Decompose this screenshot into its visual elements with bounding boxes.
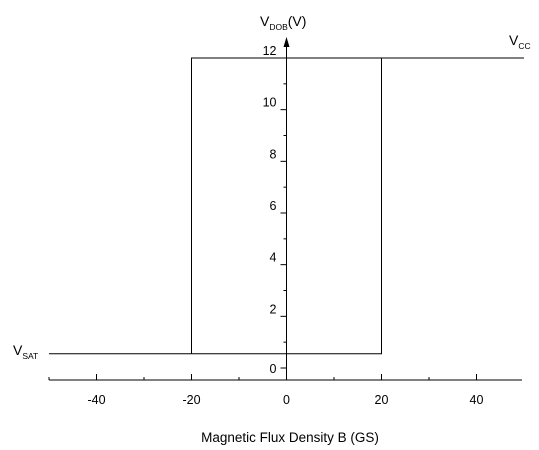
- hysteresis-loop-line: [49, 57, 524, 355]
- y-tick-label: 8: [270, 147, 277, 161]
- x-tick-label: -40: [87, 393, 105, 407]
- x-axis-title: Magnetic Flux Density B (GS): [201, 430, 379, 445]
- x-tick-label: -20: [182, 393, 200, 407]
- y-axis-arrow: [283, 37, 290, 47]
- labels: VSAT VCC VDOB(V) Magnetic Flux Density B (G…: [13, 13, 531, 445]
- y-tick-label: 10: [263, 96, 277, 110]
- y-tick-label: 6: [270, 199, 277, 213]
- axes: -40 -20 0 20 40 0 2 4 6 8 10 12: [48, 37, 522, 407]
- series: [49, 57, 524, 355]
- y-tick-label: 4: [270, 251, 277, 265]
- x-tick-label: 0: [283, 393, 290, 407]
- y-tick-label: 2: [270, 302, 277, 316]
- y-axis-title: VDOB(V): [260, 13, 306, 32]
- annotation-sat: VSAT: [13, 342, 38, 361]
- annotation-cc: VCC: [509, 32, 531, 51]
- x-tick-label: 20: [375, 393, 389, 407]
- x-tick-label: 40: [470, 393, 484, 407]
- y-tick-label: 12: [263, 44, 277, 58]
- y-tick-label: 0: [270, 362, 277, 376]
